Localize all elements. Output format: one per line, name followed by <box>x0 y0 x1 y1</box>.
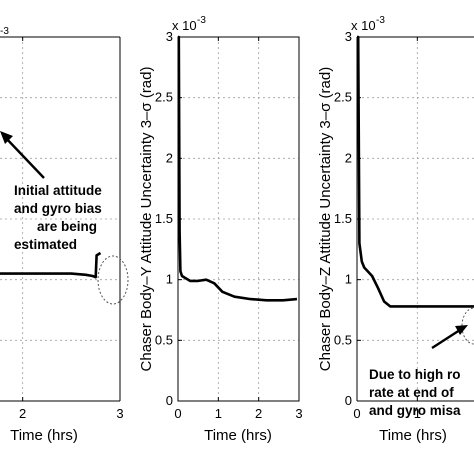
x-tick-label: 1 <box>215 406 222 421</box>
x-tick-label: 2 <box>19 406 26 421</box>
multiplier-label-middle: x 10 <box>172 18 197 33</box>
annotation-left: Initial attitude and gyro bias are being… <box>0 131 102 252</box>
y-tick-label: 2 <box>345 150 352 165</box>
x-tick-label: 3 <box>116 406 123 421</box>
y-tick-label: 3 <box>345 29 352 44</box>
annotation-line: Initial attitude <box>14 183 102 198</box>
x-tick-label: 0 <box>174 406 181 421</box>
y-tick-label: 0 <box>345 393 352 408</box>
annotation-line: Due to high ro <box>369 367 461 382</box>
x-tick-label: 0 <box>353 406 360 421</box>
annotation-right: Due to high ro rate at end of and gyro m… <box>369 325 468 418</box>
series-line-middle <box>177 35 298 302</box>
y-tick-label: 0.5 <box>155 332 173 347</box>
x-axis-label-right: Time (hrs) <box>379 427 447 444</box>
y-tick-label: 2.5 <box>155 90 173 105</box>
panel-left: 2 3 -3 Time (hrs) Initial attitude and gy… <box>0 26 129 444</box>
annotation-line: estimated <box>14 237 77 252</box>
y-tick-label: 1.5 <box>155 211 173 226</box>
annotation-arrowhead-left <box>0 131 13 144</box>
highlight-ellipse-left <box>97 255 129 305</box>
multiplier-exp-middle: -3 <box>197 15 206 26</box>
x-axis-label-middle: Time (hrs) <box>204 427 272 444</box>
multiplier-label-right: x 10 <box>351 18 376 33</box>
annotation-line: and gyro bias <box>14 201 102 216</box>
annotation-line: are being <box>37 219 97 234</box>
y-tick-label: 1.5 <box>334 211 352 226</box>
y-tick-label: 2.5 <box>334 90 352 105</box>
x-tick-label: 3 <box>295 406 302 421</box>
annotation-arrowhead-right <box>455 325 468 335</box>
multiplier-exp-left: -3 <box>0 26 9 37</box>
y-axis-label-middle: Chaser Body–Y Attitude Uncertainty 3–σ (… <box>138 67 155 372</box>
y-tick-label: 1 <box>345 272 352 287</box>
x-axis-label-left: Time (hrs) <box>10 427 78 444</box>
panel-middle: 0 1 2 3 0 0.5 1 1.5 2 2.5 3 x 10 -3 Chaser Body–Y … <box>138 15 303 444</box>
y-tick-label: 3 <box>166 29 173 44</box>
y-tick-label: 2 <box>166 150 173 165</box>
y-axis-label-right: Chaser Body–Z Attitude Uncertainty 3–σ (… <box>317 67 334 371</box>
x-tick-label: 1 <box>414 406 421 421</box>
y-tick-label: 0 <box>166 393 173 408</box>
series-line-right <box>356 35 474 308</box>
annotation-arrow-left <box>3 135 45 179</box>
x-tick-label: 2 <box>255 406 262 421</box>
multiplier-exp-right: -3 <box>376 15 385 26</box>
y-tick-label: 1 <box>166 272 173 287</box>
series-line-left <box>0 251 102 279</box>
annotation-line: rate at end of <box>369 385 454 400</box>
y-tick-label: 0.5 <box>334 332 352 347</box>
annotation-arrow-right <box>431 326 464 350</box>
panel-right: 0 1 0 0.5 1 1.5 2 2.5 3 x 10 -3 Chaser Body–Z At… <box>317 15 474 444</box>
annotation-line: and gyro misa <box>369 403 461 418</box>
